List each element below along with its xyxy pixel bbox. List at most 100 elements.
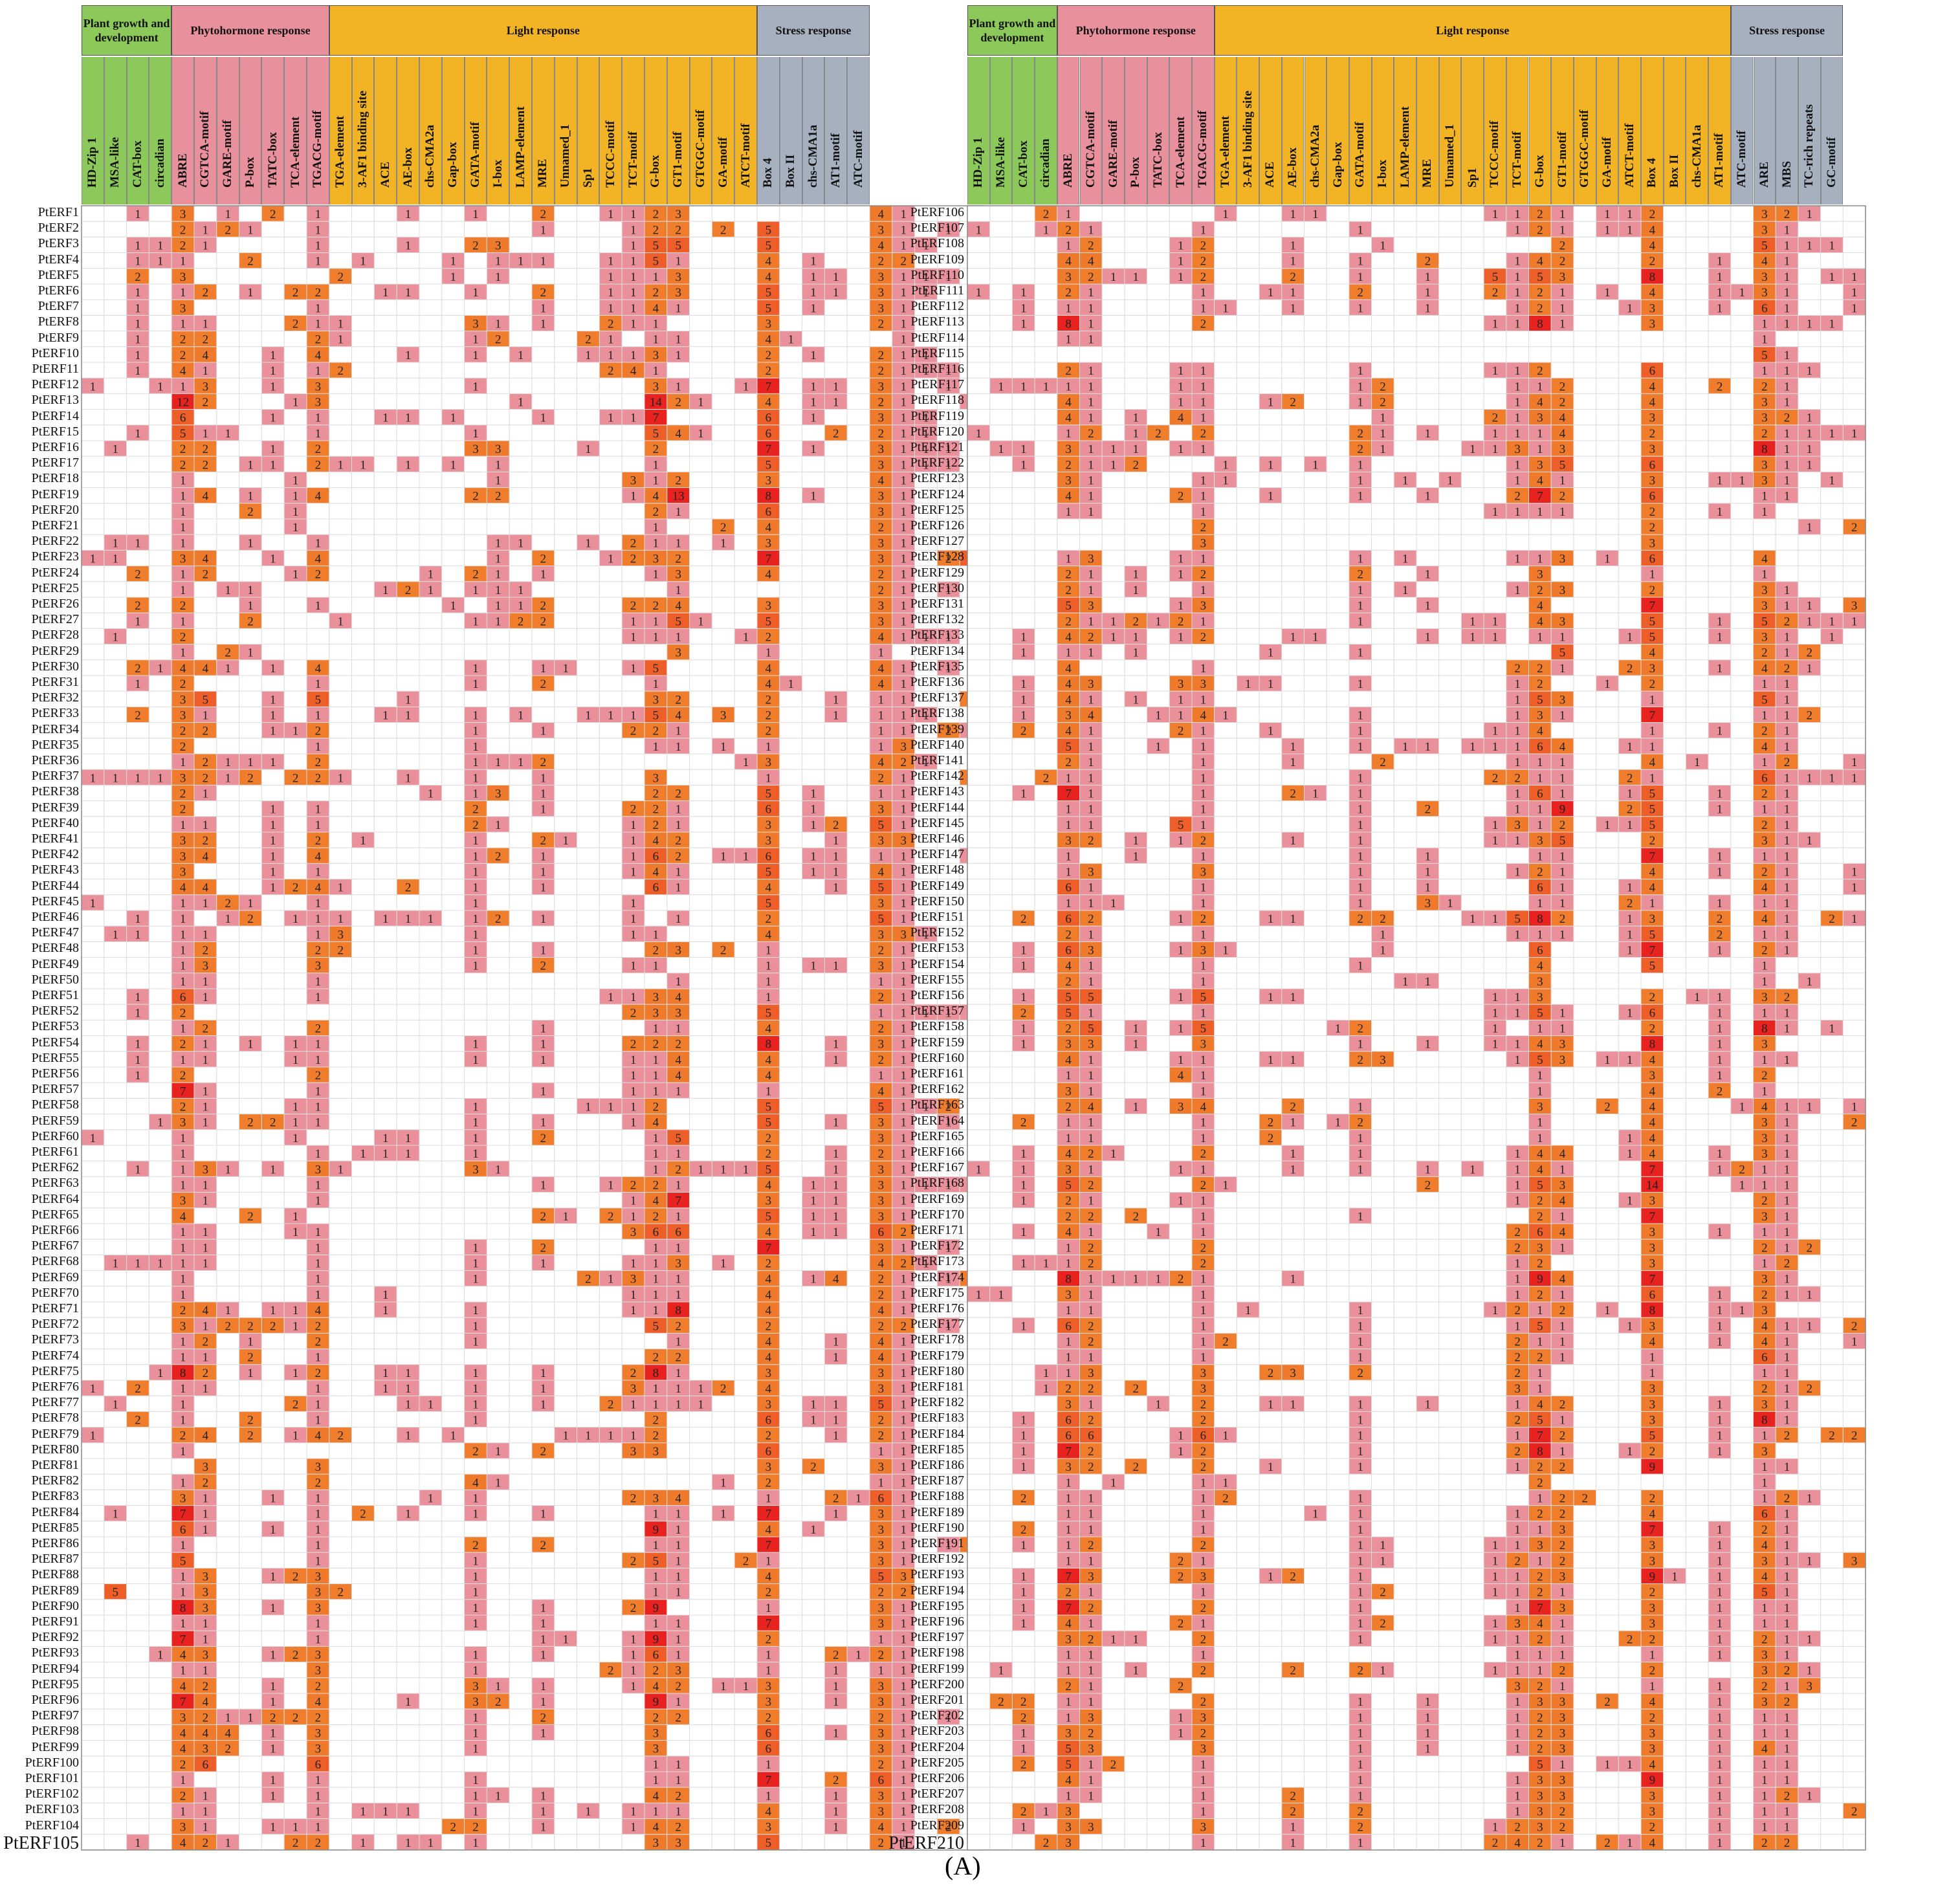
heatmap-cell xyxy=(239,1286,262,1303)
heatmap-cell xyxy=(261,1129,285,1146)
heatmap-cell xyxy=(779,894,803,911)
heatmap-cell xyxy=(419,283,443,300)
heatmap-cell xyxy=(441,1489,465,1506)
heatmap-cell xyxy=(577,1583,600,1600)
heatmap-cell xyxy=(261,925,285,942)
cell-value: 1 xyxy=(405,286,412,300)
heatmap-cell xyxy=(554,1442,578,1459)
heatmap-cell xyxy=(419,487,443,504)
heatmap-cell xyxy=(554,784,578,802)
cell-value: 1 xyxy=(653,1069,659,1083)
cell-value: 1 xyxy=(540,662,547,676)
heatmap-cell xyxy=(351,1082,375,1099)
heatmap-cell xyxy=(734,800,758,817)
heatmap-cell xyxy=(216,1614,240,1631)
heatmap-cell xyxy=(373,1489,397,1506)
heatmap-cell xyxy=(846,1458,870,1475)
cell-value: 9 xyxy=(653,1602,659,1615)
heatmap-cell xyxy=(577,722,600,739)
cell-value: 1 xyxy=(540,1085,547,1098)
heatmap-cell xyxy=(734,1254,758,1272)
cell-value: 2 xyxy=(765,1633,772,1646)
heatmap-cell xyxy=(577,314,600,332)
heatmap-cell xyxy=(239,973,262,989)
heatmap-cell xyxy=(104,690,127,707)
heatmap-cell xyxy=(261,1411,285,1428)
heatmap-cell xyxy=(464,1082,487,1099)
cell-value: 1 xyxy=(675,725,681,738)
cell-value: 1 xyxy=(157,255,164,269)
heatmap-cell xyxy=(283,1473,307,1490)
heatmap-cell xyxy=(441,471,465,489)
cell-value: 3 xyxy=(878,1179,885,1193)
heatmap-cell xyxy=(239,628,262,645)
heatmap-cell xyxy=(373,644,397,661)
cell-value: 3 xyxy=(315,1460,322,1474)
cell-value: 1 xyxy=(653,740,659,754)
heatmap-cell xyxy=(373,597,397,613)
heatmap-cell xyxy=(81,1552,105,1569)
cell-value: 2 xyxy=(247,615,254,628)
cell-value: 1 xyxy=(675,1554,681,1568)
heatmap-cell xyxy=(711,597,735,613)
heatmap-cell xyxy=(531,518,555,535)
heatmap-cell xyxy=(396,816,420,833)
cell-value: 1 xyxy=(157,771,164,785)
heatmap-cell xyxy=(419,1286,443,1303)
heatmap-cell xyxy=(441,1239,465,1255)
heatmap-cell xyxy=(464,973,487,989)
cell-value: 2 xyxy=(315,834,322,848)
cell-value: 2 xyxy=(675,834,681,848)
cell-value: 1 xyxy=(315,1226,322,1239)
heatmap-cell xyxy=(577,925,600,942)
heatmap-cell xyxy=(464,456,487,472)
cell-value: 1 xyxy=(765,1602,772,1615)
heatmap-cell xyxy=(261,1004,285,1020)
heatmap-cell xyxy=(486,800,510,817)
heatmap-cell xyxy=(824,503,848,520)
heatmap-cell xyxy=(396,1176,420,1193)
cell-value: 2 xyxy=(653,443,659,456)
heatmap-cell xyxy=(711,628,735,645)
heatmap-cell xyxy=(486,1129,510,1146)
heatmap-cell xyxy=(802,644,825,661)
heatmap-cell xyxy=(779,283,803,300)
cell-value: 2 xyxy=(878,255,885,269)
heatmap-cell xyxy=(351,581,375,598)
heatmap-cell xyxy=(711,1270,735,1287)
heatmap-cell xyxy=(148,1004,172,1020)
cell-value: 2 xyxy=(225,646,231,660)
cell-value: 2 xyxy=(720,521,727,534)
cell-value: 5 xyxy=(765,1006,772,1020)
heatmap-cell xyxy=(599,910,622,927)
heatmap-cell xyxy=(126,1223,149,1240)
heatmap-cell xyxy=(846,659,870,676)
cell-value: 1 xyxy=(810,1398,817,1411)
heatmap-cell xyxy=(621,1239,645,1255)
cell-value: 1 xyxy=(878,693,885,707)
heatmap-cell xyxy=(509,503,533,520)
heatmap-cell xyxy=(396,722,420,739)
heatmap-cell xyxy=(914,221,938,237)
heatmap-cell xyxy=(104,1239,127,1255)
heatmap-cell xyxy=(351,628,375,645)
heatmap-cell xyxy=(577,1239,600,1255)
heatmap-cell xyxy=(329,1239,353,1255)
heatmap-cell xyxy=(599,346,622,363)
heatmap-cell xyxy=(239,409,262,426)
cell-value: 1 xyxy=(653,521,659,534)
heatmap-cell xyxy=(419,1254,443,1272)
heatmap-cell xyxy=(126,1505,149,1522)
heatmap-cell xyxy=(779,1489,803,1506)
heatmap-cell xyxy=(81,925,105,942)
heatmap-cell xyxy=(261,1207,285,1224)
heatmap-cell xyxy=(306,628,330,645)
heatmap-cell xyxy=(689,299,712,316)
heatmap-cell xyxy=(81,393,105,410)
cell-value: 3 xyxy=(180,1319,186,1333)
cell-value: 1 xyxy=(900,1633,907,1646)
heatmap-cell xyxy=(261,1614,285,1631)
heatmap-cell xyxy=(734,1442,758,1459)
heatmap-cell xyxy=(824,894,848,911)
heatmap-cell xyxy=(802,1349,825,1365)
